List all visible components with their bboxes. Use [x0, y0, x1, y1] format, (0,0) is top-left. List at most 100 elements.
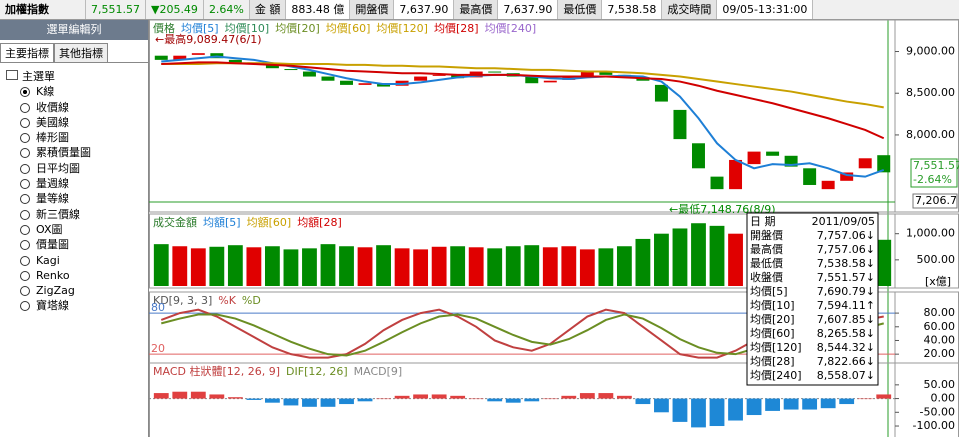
- macd-bar: [579, 393, 595, 399]
- menu-item[interactable]: Kagi: [6, 253, 148, 268]
- level-label: 80: [151, 301, 165, 314]
- menu-root: 主選單: [6, 69, 148, 84]
- menu-item[interactable]: K線: [6, 84, 148, 99]
- sidebar: 選單編輯列 主要指標 其他指標 主選單 K線 收價線 美國線 棒形圖 累積價量圖 日平均圖 量週…: [0, 20, 149, 437]
- bar: [876, 239, 892, 286]
- legend-entry: 均價[10]: [225, 21, 270, 35]
- bar: [468, 247, 484, 286]
- macd-bar: [283, 398, 299, 406]
- last-price: 7,551.57: [913, 159, 959, 172]
- menu-item-label: 量等線: [36, 192, 69, 206]
- menu-item[interactable]: 棒形圖: [6, 130, 148, 145]
- macd-bar: [820, 398, 836, 409]
- radio: [20, 87, 30, 98]
- macd-bar: [561, 395, 577, 399]
- macd-bar: [876, 394, 892, 399]
- macd-bar: [413, 394, 429, 399]
- bar: [283, 249, 299, 286]
- menu-item-label: OX圖: [36, 222, 63, 236]
- field-value: 7,637.90: [394, 0, 455, 19]
- ref-box: [912, 193, 958, 209]
- tabs: 主要指標 其他指標: [0, 43, 148, 63]
- menu-item[interactable]: ZigZag: [6, 283, 148, 298]
- menu-item-label: 新三價線: [36, 207, 80, 221]
- menu-item[interactable]: 累積價量圖: [6, 145, 148, 160]
- legend-entry: 成交金額: [153, 215, 197, 229]
- macd-bar: [728, 398, 743, 421]
- macd-bar: [468, 398, 484, 400]
- legend-entry: %K: [218, 294, 236, 307]
- bar: [227, 245, 243, 286]
- legend-entry: DIF[12, 26]: [286, 365, 348, 378]
- legend-entry: 均價[20]: [275, 21, 320, 35]
- bar: [672, 228, 688, 286]
- tooltip-value: 8,544.32↓: [817, 341, 875, 354]
- high-note: ←最高9,089.47(6/1): [155, 32, 262, 46]
- candle: [840, 172, 854, 181]
- tab[interactable]: 主要指標: [0, 43, 54, 62]
- menu-item[interactable]: 日平均圖: [6, 161, 148, 176]
- candle: [284, 69, 298, 71]
- macd-bar: [265, 398, 280, 403]
- menu-item[interactable]: 收價線: [6, 100, 148, 115]
- menu-item[interactable]: 量週線: [6, 176, 148, 191]
- candle: [543, 80, 557, 83]
- bar: [172, 246, 188, 286]
- tooltip-value: 7,822.66↓: [817, 355, 875, 368]
- macd-bar: [542, 398, 558, 400]
- tooltip: [746, 212, 879, 386]
- bar: [487, 248, 503, 286]
- field-value: 7,538.58: [602, 0, 663, 19]
- legend-entry: 均額[28]: [297, 216, 342, 229]
- macd-bar: [802, 398, 818, 410]
- tooltip-label: 均價[10]: [750, 298, 795, 312]
- legend-entry: 均價[60]: [326, 21, 371, 35]
- macd-bar: [302, 398, 317, 407]
- candle: [747, 151, 761, 165]
- menu-item[interactable]: OX圖: [6, 222, 148, 237]
- candle: [488, 71, 502, 73]
- y-tick-label: 40.00: [924, 333, 956, 346]
- candle: [729, 159, 743, 190]
- menu-item[interactable]: 美國線: [6, 115, 148, 130]
- menu-item[interactable]: 新三價線: [6, 207, 148, 222]
- menu-item[interactable]: Renko: [6, 268, 148, 283]
- bar: [598, 248, 614, 286]
- candle: [784, 155, 798, 167]
- macd-bar: [654, 398, 669, 413]
- radio: [20, 224, 30, 235]
- y-tick-label: 500.00: [917, 253, 956, 266]
- macd-bar: [172, 391, 188, 399]
- menu-item-label: K線: [36, 85, 55, 99]
- candle: [173, 55, 187, 60]
- macd-bar: [209, 394, 225, 399]
- menu-item[interactable]: 價量圖: [6, 237, 148, 252]
- radio: [20, 194, 30, 205]
- menu-item[interactable]: 寶塔線: [6, 298, 148, 313]
- menu-item-label: 棒形圖: [36, 131, 69, 145]
- price-box: [910, 158, 958, 188]
- macd-bar: [857, 398, 873, 400]
- field-value: 09/05-13:31:00: [717, 0, 814, 19]
- macd-bar: [616, 395, 632, 399]
- tooltip-value: 2011/09/05: [812, 215, 875, 228]
- bar: [542, 247, 558, 286]
- field-label: 最高價: [454, 0, 499, 19]
- bar: [616, 246, 632, 286]
- macd-bar: [190, 391, 206, 399]
- legend-entry: 均價[5]: [181, 21, 219, 35]
- tooltip-value: 7,757.06↓: [817, 229, 875, 242]
- tab[interactable]: 其他指標: [54, 43, 108, 62]
- panel-frame: [149, 20, 959, 213]
- legend-entry: 價格: [153, 21, 175, 35]
- menu-item-label: 累積價量圖: [36, 146, 91, 160]
- macd-bar: [487, 398, 503, 402]
- field-label: 最低價: [558, 0, 603, 19]
- tooltip-label: 均價[120]: [750, 340, 802, 354]
- radio: [20, 133, 30, 144]
- menu-item[interactable]: 量等線: [6, 191, 148, 206]
- tooltip-label: 日 期: [750, 215, 776, 228]
- bar: [728, 233, 743, 286]
